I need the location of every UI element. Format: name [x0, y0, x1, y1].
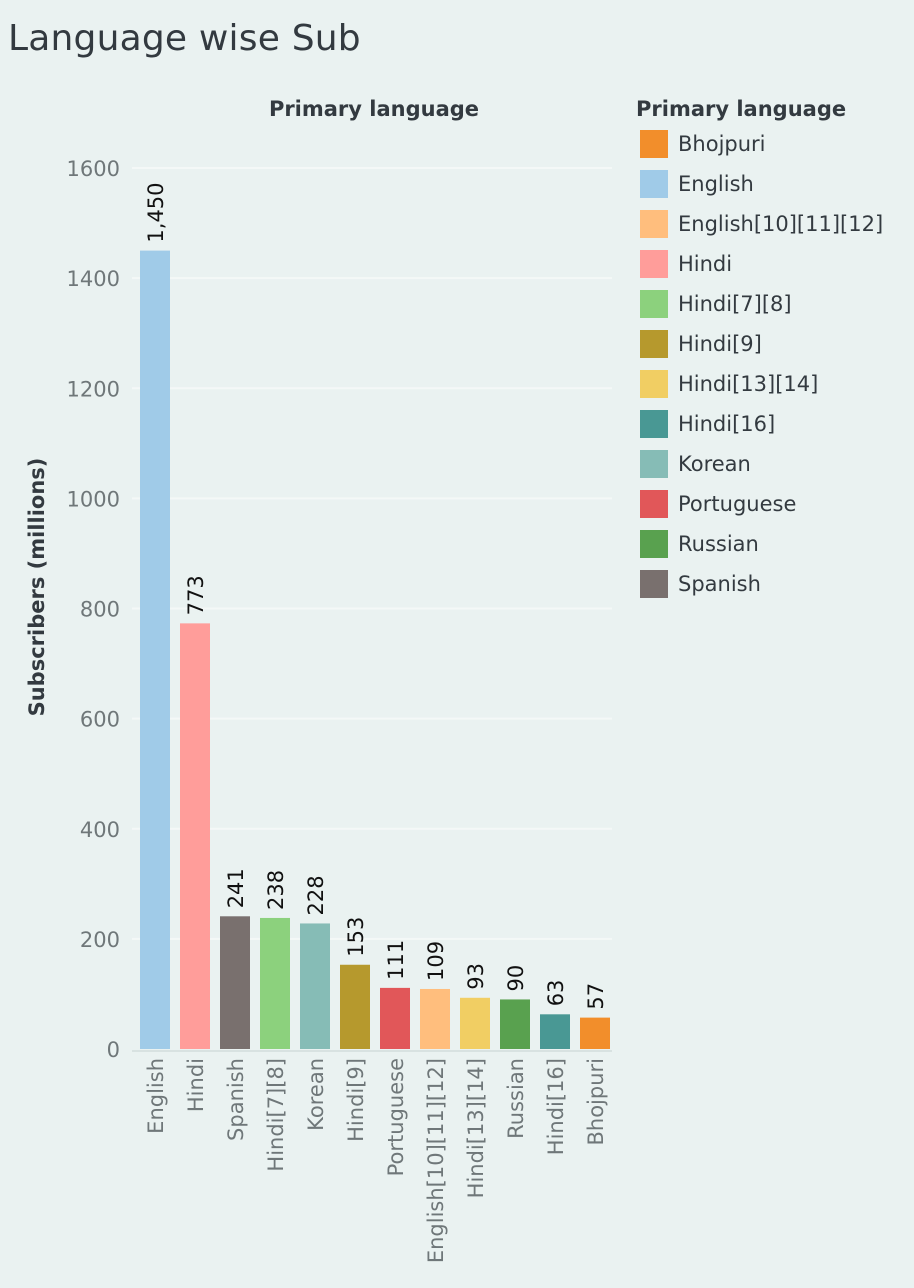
data-label: 228: [304, 875, 328, 915]
y-tick-label: 1400: [67, 267, 120, 291]
data-label: 1,450: [144, 182, 168, 242]
legend-item: Hindi[9]: [636, 324, 883, 364]
legend-label: English[10][11][12]: [678, 212, 884, 236]
legend-item: Hindi[16]: [636, 404, 883, 444]
bar: [140, 250, 170, 1049]
y-tick-label: 1200: [67, 377, 120, 401]
legend-label: Hindi: [678, 252, 733, 276]
x-tick-label: Hindi[13][14]: [464, 1058, 488, 1198]
legend-item: Russian: [636, 524, 883, 564]
column-header: Primary language: [269, 97, 479, 121]
bar: [220, 916, 250, 1049]
legend-label: Hindi[13][14]: [678, 372, 819, 396]
legend-title: Primary language: [636, 97, 847, 121]
y-tick-label: 600: [80, 708, 120, 732]
x-tick-label: Korean: [304, 1058, 328, 1131]
x-tick-label: Hindi: [184, 1058, 208, 1112]
legend-swatch: [640, 410, 668, 438]
legend-item: Hindi[7][8]: [636, 284, 883, 324]
data-label: 773: [184, 575, 208, 615]
legend-label: Korean: [678, 452, 751, 476]
bar: [460, 997, 490, 1049]
legend-swatch: [640, 130, 668, 158]
legend-item: Hindi: [636, 244, 883, 284]
legend-item: English: [636, 164, 883, 204]
legend-swatch: [640, 330, 668, 358]
legend-item: Bhojpuri: [636, 124, 883, 164]
x-tick-label: Russian: [504, 1058, 528, 1139]
bar: [180, 623, 210, 1049]
legend-label: Bhojpuri: [678, 132, 766, 156]
data-label: 109: [424, 941, 448, 981]
bar: [380, 987, 410, 1049]
y-tick-label: 1600: [67, 157, 120, 181]
page-title: Language wise Sub: [8, 18, 361, 59]
legend-item: Hindi[13][14]: [636, 364, 883, 404]
legend-swatch: [640, 290, 668, 318]
legend-swatch: [640, 450, 668, 478]
bar: [420, 988, 450, 1049]
bar: [500, 999, 530, 1049]
x-tick-label: Spanish: [224, 1058, 248, 1141]
legend-label: Portuguese: [678, 492, 797, 516]
data-label: 63: [544, 980, 568, 1007]
legend-label: Spanish: [678, 572, 761, 596]
bar: [340, 964, 370, 1049]
data-label: 111: [384, 940, 408, 980]
y-tick-label: 0: [107, 1038, 120, 1062]
data-label: 241: [224, 868, 248, 908]
data-label: 238: [264, 870, 288, 910]
legend-label: Russian: [678, 532, 759, 556]
legend-swatch: [640, 570, 668, 598]
bar: [580, 1017, 610, 1049]
bar: [300, 923, 330, 1049]
legend: Primary language Bhojpuri English English[…: [636, 94, 883, 604]
x-tick-label: Hindi[7][8]: [264, 1058, 288, 1172]
legend-swatch: [640, 490, 668, 518]
legend-swatch: [640, 210, 668, 238]
x-tick-label: English[10][11][12]: [424, 1058, 448, 1263]
y-tick-label: 800: [80, 598, 120, 622]
bar: [540, 1014, 570, 1049]
data-label: 93: [464, 963, 488, 990]
legend-item: Korean: [636, 444, 883, 484]
data-label: 153: [344, 917, 368, 957]
legend-swatch: [640, 250, 668, 278]
legend-label: English: [678, 172, 754, 196]
legend-item: English[10][11][12]: [636, 204, 883, 244]
x-tick-label: English: [144, 1058, 168, 1134]
y-tick-label: 1000: [67, 487, 120, 511]
x-tick-label: Bhojpuri: [584, 1058, 608, 1146]
legend-item: Portuguese: [636, 484, 883, 524]
legend-item: Spanish: [636, 564, 883, 604]
data-label: 57: [584, 983, 608, 1010]
x-tick-label: Portuguese: [384, 1058, 408, 1176]
x-tick-label: Hindi[9]: [344, 1058, 368, 1142]
legend-label: Hindi[7][8]: [678, 292, 792, 316]
y-axis-title: Subscribers (millions): [25, 458, 49, 717]
legend-label: Hindi[9]: [678, 332, 762, 356]
legend-swatch: [640, 170, 668, 198]
data-label: 90: [504, 965, 528, 992]
x-tick-label: Hindi[16]: [544, 1058, 568, 1155]
legend-swatch: [640, 370, 668, 398]
bar: [260, 917, 290, 1049]
y-tick-label: 400: [80, 818, 120, 842]
y-tick-label: 200: [80, 928, 120, 952]
legend-label: Hindi[16]: [678, 412, 776, 436]
legend-swatch: [640, 530, 668, 558]
